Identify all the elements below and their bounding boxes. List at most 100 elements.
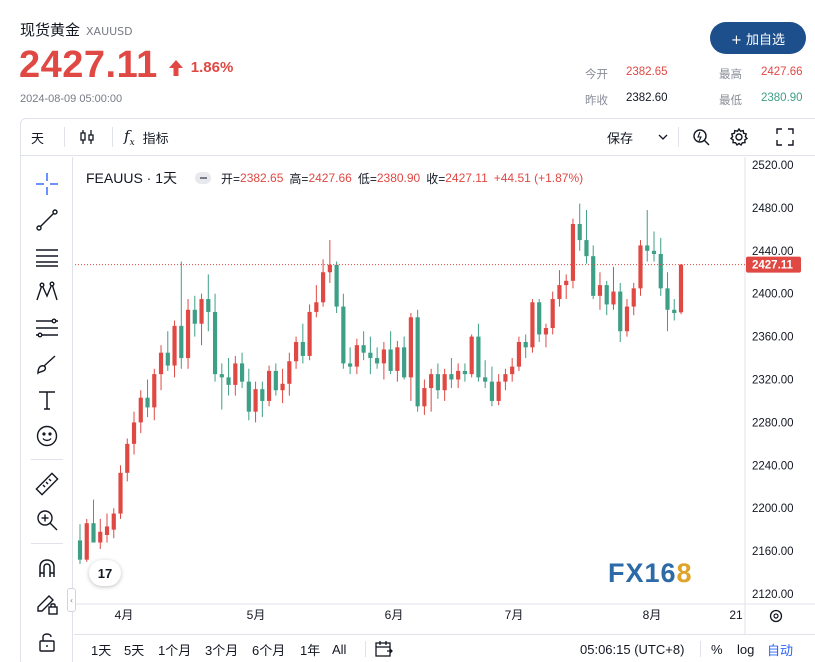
range-1m[interactable]: 1个月 (158, 642, 192, 658)
chart-legend: FEAUUS · 1天 开= 2382.65 高= 2427.66 低= 2380.9… (86, 168, 589, 188)
chart-toolbar: 天 fx 指标 保存 (20, 118, 815, 156)
candle-type-icon[interactable] (78, 118, 96, 156)
current-price-label: 2427.11 (752, 260, 794, 272)
candle-body (550, 299, 555, 329)
zoom-in-icon[interactable] (34, 507, 60, 533)
axis-settings-icon (769, 609, 783, 623)
legend-low-value: 2380.90 (376, 171, 421, 185)
candle-body (489, 381, 495, 401)
candle-body (199, 299, 204, 324)
candle-body (260, 389, 265, 401)
candle-body (280, 383, 285, 391)
indicators-button[interactable]: fx 指标 (124, 118, 169, 156)
lock-icon[interactable] (34, 629, 60, 655)
candle-body (192, 309, 197, 324)
fullscreen-icon[interactable] (776, 118, 794, 156)
legend-open-key: 开= (221, 171, 241, 186)
crosshair-icon[interactable] (34, 171, 60, 197)
y-tick-label: 2360.00 (752, 332, 794, 344)
candle-body (577, 223, 582, 241)
y-tick-label: 2160.00 (752, 546, 794, 558)
legend-change-value: +44.51 (+1.87%) (493, 171, 584, 185)
candle-body (543, 328, 549, 335)
candle-body (516, 341, 522, 367)
percent-scale-toggle[interactable]: % (711, 641, 723, 657)
open-value: 2382.65 (626, 66, 668, 78)
candle-body (233, 363, 238, 385)
candle-body (618, 291, 623, 332)
axis-settings-icon-center (773, 613, 779, 619)
candle-body (266, 370, 272, 401)
high-value: 2427.66 (761, 66, 803, 78)
current-price-tag (746, 256, 801, 273)
bottom-bar: 1天 5天 1个月 3个月 6个月 1年 All 05:06:15 (UTC+8… (74, 634, 815, 662)
candle-body (185, 309, 191, 359)
range-1y[interactable]: 1年 (300, 642, 321, 658)
interval-button[interactable]: 天 (31, 131, 45, 147)
candle-body (348, 363, 353, 367)
candle-body (300, 341, 305, 356)
candle-body (111, 513, 116, 530)
collapse-sidebar-icon[interactable]: ‹ (67, 588, 76, 612)
pattern-icon[interactable] (34, 279, 60, 305)
candle-body (273, 370, 278, 391)
candle-body (402, 347, 407, 378)
x-tick-label: 4月 (115, 608, 134, 622)
chevron-down-icon[interactable] (658, 118, 668, 156)
tradingview-logo[interactable]: 17 (89, 560, 121, 586)
brush-icon[interactable] (34, 351, 60, 377)
text-icon[interactable] (34, 387, 60, 413)
price-row: 2427.11 1.86% (19, 44, 233, 87)
emoji-icon[interactable] (34, 423, 60, 449)
legend-collapse-icon[interactable] (195, 172, 212, 184)
prev-close-label: 昨收 (585, 95, 608, 107)
candle-body (131, 422, 137, 444)
go-to-date-icon[interactable] (374, 635, 394, 662)
edit-lock-icon[interactable] (34, 591, 60, 617)
trend-line-icon[interactable] (34, 207, 60, 233)
gear-icon[interactable] (729, 118, 749, 156)
arrow-up-icon (168, 59, 183, 76)
watermark-text-accent: 8 (676, 558, 693, 588)
candle-body (584, 240, 589, 257)
clock-timezone[interactable]: 05:06:15 (UTC+8) (580, 641, 685, 657)
candle-body (523, 341, 528, 348)
instrument-code: XAUUSD (86, 25, 133, 38)
range-5d[interactable]: 5天 (124, 642, 145, 658)
candle-body (645, 245, 650, 251)
save-button[interactable]: 保存 (607, 131, 634, 147)
range-6m[interactable]: 6个月 (252, 642, 286, 658)
add-watchlist-button[interactable]: + 加自选 (710, 22, 806, 54)
candle-body (206, 299, 211, 312)
candle-body (651, 250, 657, 255)
y-tick-label: 2280.00 (752, 417, 794, 429)
fib-retracement-icon[interactable] (34, 315, 60, 341)
candle-body (395, 347, 400, 371)
legend-close-key: 收= (426, 171, 446, 186)
candle-body (226, 377, 231, 385)
candle-body (138, 397, 143, 423)
instrument-title: 现货黄金 XAUUSD (20, 19, 133, 40)
range-3m[interactable]: 3个月 (205, 642, 239, 658)
candle-body (665, 288, 670, 310)
prev-close-value: 2382.60 (626, 92, 668, 104)
quick-search-icon[interactable] (691, 118, 711, 156)
log-scale-toggle[interactable]: log (737, 641, 755, 657)
auto-scale-toggle[interactable]: 自动 (767, 642, 794, 658)
range-all[interactable]: All (332, 641, 347, 657)
candle-body (219, 374, 224, 378)
candle-body (287, 361, 292, 384)
ruler-icon[interactable] (34, 471, 60, 497)
y-tick-label: 2440.00 (752, 246, 794, 258)
candle-body (429, 374, 434, 389)
instrument-name: 现货黄金 (20, 21, 81, 39)
candle-body (354, 345, 359, 367)
candle-body (442, 374, 447, 391)
candle-body (125, 443, 130, 473)
magnet-icon[interactable] (34, 555, 60, 581)
last-price: 2427.11 (19, 44, 158, 86)
horizontal-lines-icon[interactable] (34, 243, 60, 269)
range-1d[interactable]: 1天 (91, 642, 112, 658)
candle-body (314, 302, 319, 312)
